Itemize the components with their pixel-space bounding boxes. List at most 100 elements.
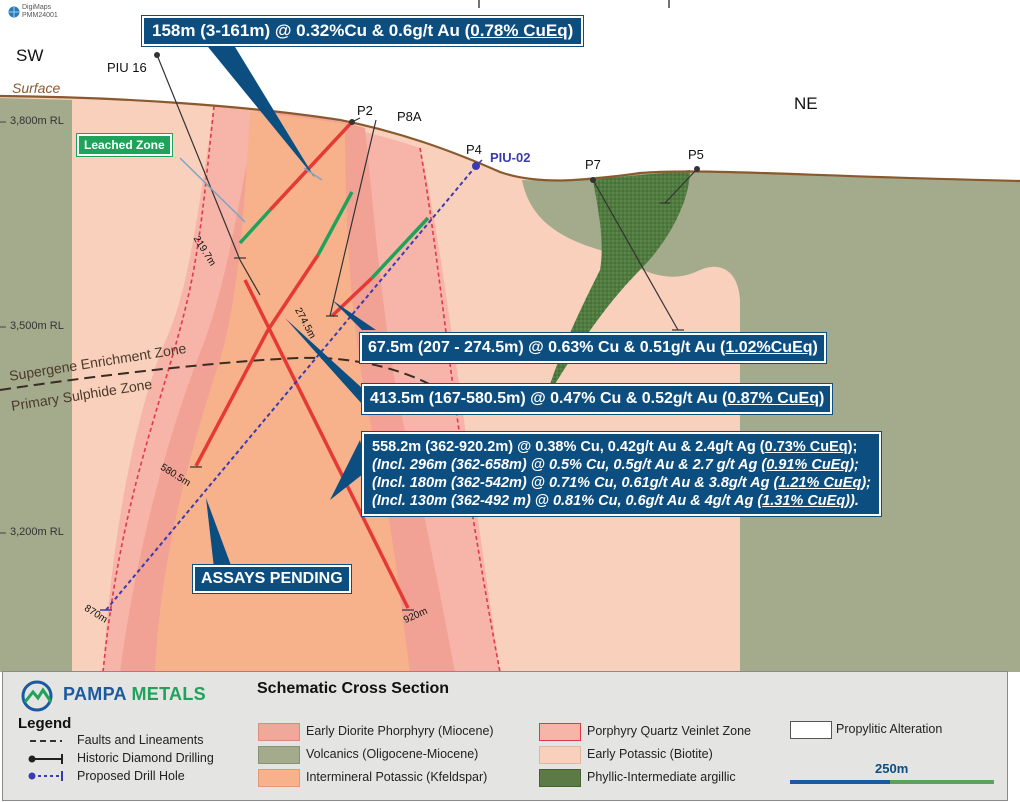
drillhole-p4-leached xyxy=(370,216,430,280)
collar-piu02 xyxy=(472,162,480,170)
digimaps-logo: DigiMaps PMM24001 xyxy=(22,4,58,20)
legend-panel: PAMPA METALS Schematic Cross Section Leg… xyxy=(2,671,1008,801)
drillhole-p5-trace xyxy=(664,168,698,204)
intermineral-potassic xyxy=(155,112,410,672)
swatch-volcanics xyxy=(258,746,300,764)
hole-label-p2: P2 xyxy=(357,103,373,118)
callout-4-line4-text: (Incl. 130m (362-492 m) @ 0.81% Cu, 0.6g… xyxy=(372,493,763,509)
callout-4-line3-eq: 1.21% CuEq xyxy=(778,475,862,491)
callout-3-text: 413.5m (167-580.5m) @ 0.47% Cu & 0.52g/t… xyxy=(370,390,728,407)
globe-icon xyxy=(8,6,20,18)
legend-historic-drilling: Historic Diamond Drilling xyxy=(77,751,214,765)
drillhole-p8a-hit-a xyxy=(266,254,320,331)
direction-ne: NE xyxy=(794,94,818,113)
callout-4-line2-eq: 0.91% CuEq xyxy=(766,457,850,473)
callout-piu16-intercept: 558.2m (362-920.2m) @ 0.38% Cu, 0.42g/t … xyxy=(362,432,881,516)
swatch-early-diorite xyxy=(258,723,300,741)
scale-bar-green xyxy=(890,780,994,784)
brand-part-a: PAMPA xyxy=(63,684,127,704)
surface-line xyxy=(0,94,1020,183)
collar-p5 xyxy=(694,166,700,172)
brand-name: PAMPA METALS xyxy=(63,684,206,705)
callout-p4-intercept: 67.5m (207 - 274.5m) @ 0.63% Cu & 0.51g/… xyxy=(360,333,826,363)
collar-p2 xyxy=(349,119,355,125)
callout-4-line3-text: (Incl. 180m (362-542m) @ 0.71% Cu, 0.61g… xyxy=(372,475,779,491)
digimaps-line2: PMM24001 xyxy=(22,12,58,19)
callout-4-line1-text: 558.2m (362-920.2m) @ 0.38% Cu, 0.42g/t … xyxy=(372,439,765,455)
drillhole-p4-hit xyxy=(330,276,374,318)
schematic-title: Schematic Cross Section xyxy=(257,680,450,697)
collar-p7 xyxy=(590,177,596,183)
swatch-early-potassic xyxy=(539,746,581,764)
callout-3-eq: 0.87% CuEq xyxy=(727,390,819,407)
callout-4-line4-eq: 1.31% CuEq xyxy=(762,493,846,509)
callout-4-line4: (Incl. 130m (362-492 m) @ 0.81% Cu, 0.6g… xyxy=(372,492,871,510)
callout-4-line1: 558.2m (362-920.2m) @ 0.38% Cu, 0.42g/t … xyxy=(372,438,871,456)
swatch-propylitic xyxy=(790,721,832,739)
hole-label-p7: P7 xyxy=(585,157,601,172)
callout-1-tail: ) xyxy=(567,21,574,40)
callout-leader-1 xyxy=(303,167,323,181)
callout-1-text: 158m (3-161m) @ 0.32%Cu & 0.6g/t Au ( xyxy=(152,21,471,40)
callout-4-line4-tail: )). xyxy=(845,493,859,509)
hole-label-piu02: PIU-02 xyxy=(490,150,531,165)
scale-bar-blue xyxy=(790,780,890,784)
legend-early-diorite: Early Diorite Phorphyry (Miocene) xyxy=(306,724,494,738)
proposed-hole-piu02 xyxy=(105,165,477,611)
legend-faults: Faults and Lineaments xyxy=(77,733,204,747)
rl-label-3500: 3,500m RL xyxy=(10,320,64,332)
porphyry-boundary-left xyxy=(102,105,215,672)
callout-2-eq: 1.02%CuEq xyxy=(725,339,813,356)
legend-propylitic: Propylitic Alteration xyxy=(836,722,943,736)
drillhole-p8a-leached xyxy=(316,191,354,256)
callout-4-line2: (Incl. 296m (362-658m) @ 0.5% Cu, 0.5g/t… xyxy=(372,456,871,474)
callout-4-line1-tail: ); xyxy=(847,439,858,455)
drillhole-p2-leached xyxy=(238,208,272,245)
legend-phyllic: Phyllic-Intermediate argillic xyxy=(587,770,736,784)
drillhole-p8a-hit-b xyxy=(194,329,270,467)
swatch-intermineral xyxy=(258,769,300,787)
callout-pointer-2 xyxy=(332,300,376,330)
volcanics-right xyxy=(522,172,1020,672)
drillhole-piu16-hit xyxy=(243,279,410,609)
callout-3-tail: ) xyxy=(818,390,825,407)
legend-proposed-hole: Proposed Drill Hole xyxy=(77,769,185,783)
line-legend-icons xyxy=(28,740,63,781)
callout-2-text: 67.5m (207 - 274.5m) @ 0.63% Cu & 0.51g/… xyxy=(368,339,726,356)
rl-label-3800: 3,800m RL xyxy=(10,115,64,127)
legend-volcanics: Volcanics (Oligocene-Miocene) xyxy=(306,747,479,761)
collar-piu16 xyxy=(154,52,160,58)
leached-zone-tag: Leached Zone xyxy=(77,134,172,156)
callout-p8a-intercept: 413.5m (167-580.5m) @ 0.47% Cu & 0.52g/t… xyxy=(362,384,833,414)
leached-leader xyxy=(179,157,246,223)
callout-4-line3-tail: ); xyxy=(861,475,871,491)
callout-4-line3: (Incl. 180m (362-542m) @ 0.71% Cu, 0.61g… xyxy=(372,474,871,492)
surface-label: Surface xyxy=(12,80,61,96)
drillhole-piu16-end xyxy=(239,259,261,296)
legend-porphyry-veinlet: Porphyry Quartz Veinlet Zone xyxy=(587,724,751,738)
scale-label: 250m xyxy=(875,761,909,776)
drillhole-piu16-trace xyxy=(156,54,241,261)
legend-title: Legend xyxy=(18,715,72,732)
callout-pointer-3 xyxy=(285,318,362,404)
legend-intermineral: Intermineral Potassic (Kfeldspar) xyxy=(306,770,488,784)
brand-part-b: METALS xyxy=(126,684,206,704)
hole-label-piu16: PIU 16 xyxy=(107,60,147,75)
rl-label-3200: 3,200m RL xyxy=(10,526,64,538)
callout-pointer-pending xyxy=(206,498,232,568)
callout-2-tail: ) xyxy=(812,339,818,356)
swatch-porphyry-veinlet xyxy=(539,723,581,741)
direction-sw: SW xyxy=(16,46,44,65)
legend-early-potassic: Early Potassic (Biotite) xyxy=(587,747,713,761)
callout-pointer-4 xyxy=(330,440,368,500)
digimaps-line1: DigiMaps xyxy=(22,4,52,11)
callout-pointer-1 xyxy=(204,42,315,178)
drillhole-p8a-trace xyxy=(329,119,377,317)
drillhole-p7-trace xyxy=(592,179,679,331)
hole-label-p8a: P8A xyxy=(397,109,422,124)
supergene-boundary-fault xyxy=(0,356,441,391)
callout-4-line1-eq: 0.73% CuEq xyxy=(764,439,848,455)
drillhole-p2-upper xyxy=(268,120,354,212)
hole-label-p5: P5 xyxy=(688,147,704,162)
